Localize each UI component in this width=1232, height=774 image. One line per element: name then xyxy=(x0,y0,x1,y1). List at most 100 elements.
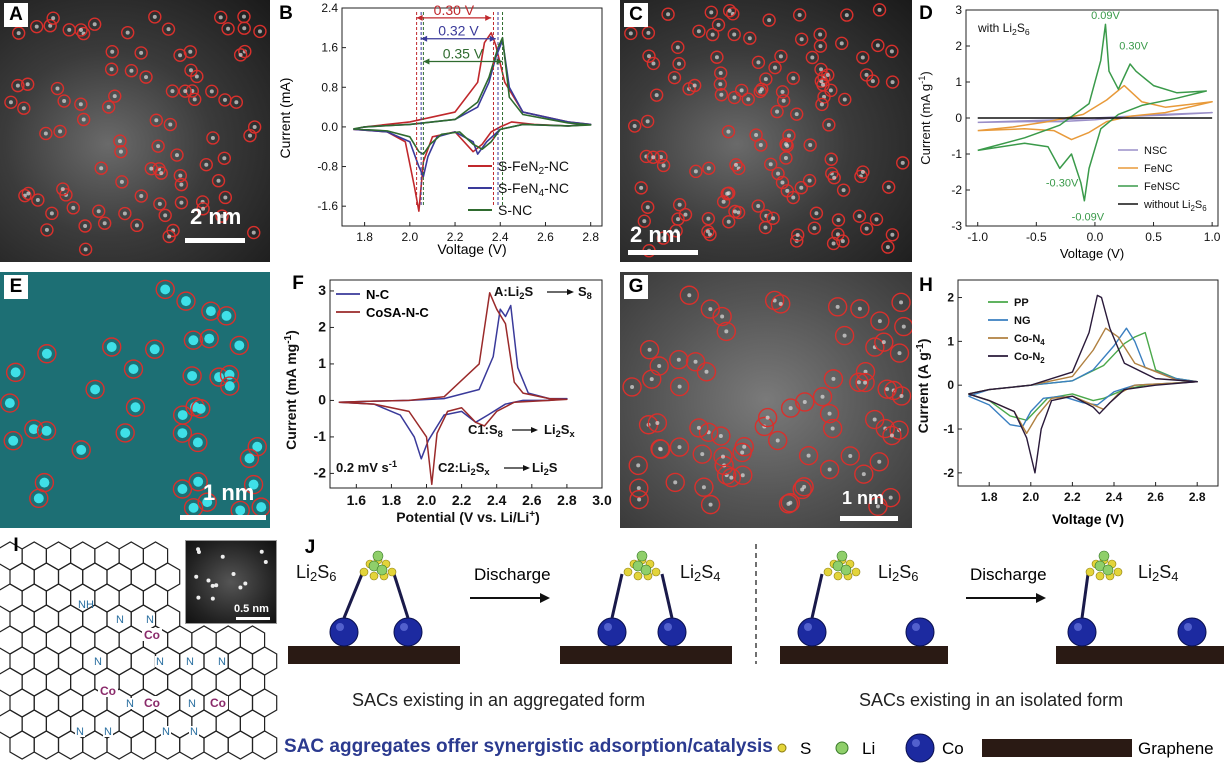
atom-dot xyxy=(202,497,213,508)
atom-marker xyxy=(53,124,67,139)
atom-dot xyxy=(778,54,783,59)
atom-marker xyxy=(211,174,226,188)
atom-marker xyxy=(768,430,788,451)
x-tick-label: 2.2 xyxy=(452,492,472,508)
panel-d-letter: D xyxy=(919,3,933,24)
atom-marker xyxy=(840,8,854,22)
inset-atom xyxy=(263,559,268,564)
atom-dot xyxy=(661,163,666,168)
atom-dot xyxy=(99,166,104,171)
atom-dot xyxy=(223,195,228,200)
atom-dot xyxy=(163,213,168,218)
atom-dot xyxy=(79,27,84,32)
atom-marker xyxy=(716,321,737,342)
atom-dot xyxy=(188,335,199,346)
atom-marker xyxy=(174,177,189,192)
atom-marker xyxy=(182,366,202,386)
atom-dot xyxy=(179,182,184,187)
atom-marker xyxy=(178,84,192,98)
atom-marker xyxy=(755,82,769,96)
co-atom xyxy=(597,617,627,647)
li-atom xyxy=(1098,550,1110,562)
atom-dot xyxy=(883,426,888,431)
atom-dot xyxy=(857,306,862,311)
nitrogen-atom: N xyxy=(188,698,196,710)
atom-marker xyxy=(237,21,251,35)
atom-dot xyxy=(51,16,56,21)
atom-marker xyxy=(790,228,805,242)
atom-dot xyxy=(83,224,88,229)
atom-marker xyxy=(768,60,782,75)
atom-dot xyxy=(716,22,721,27)
atom-marker xyxy=(807,221,822,235)
inset-atom xyxy=(206,578,211,583)
atom-marker xyxy=(687,78,702,93)
atom-dot xyxy=(856,380,861,385)
atom-marker xyxy=(685,352,706,372)
atom-dot xyxy=(875,43,880,48)
annotation-a-product: S8 xyxy=(578,284,592,301)
atom-marker xyxy=(713,77,728,91)
atom-dot xyxy=(8,100,13,105)
atom-marker xyxy=(809,206,824,220)
atom-marker xyxy=(665,472,685,493)
x-tick-label: 2.2 xyxy=(447,230,464,244)
atom-dot xyxy=(222,156,227,161)
li-atom xyxy=(372,550,384,562)
atom-dot xyxy=(763,77,768,82)
graphene-hexagon xyxy=(239,625,266,655)
atom-marker xyxy=(889,420,909,440)
atom-dot xyxy=(156,144,161,149)
atom-dot xyxy=(814,211,819,216)
panel-d-svg: -1.0 -0.5 0.0 0.5 1.0 -3 -2 -1 0 1 2 3 Voltage (V) Cu… xyxy=(917,3,1221,261)
atom-marker xyxy=(130,218,144,233)
series-line-fensc xyxy=(977,23,1208,202)
atom-dot xyxy=(765,415,770,420)
co-s-bond xyxy=(392,573,410,619)
panel-j-letter: J xyxy=(304,537,316,558)
atom-dot xyxy=(756,60,761,65)
atom-dot xyxy=(257,29,262,34)
atom-marker xyxy=(669,376,690,397)
graphene-hexagon xyxy=(203,730,229,760)
y-tick-label: 3 xyxy=(955,3,962,17)
graphene-hexagon xyxy=(45,625,72,655)
atom-marker xyxy=(786,71,800,85)
s-atom xyxy=(369,571,379,581)
atom-marker xyxy=(743,31,757,45)
atom-marker xyxy=(720,187,734,201)
species-from-right: Li2S6 xyxy=(878,562,918,584)
atom-dot xyxy=(687,293,692,298)
atom-dot xyxy=(827,411,832,416)
atom-marker xyxy=(795,392,815,412)
atom-marker xyxy=(629,489,649,510)
atom-dot xyxy=(835,232,840,237)
atom-marker xyxy=(21,186,36,201)
s-atom xyxy=(1113,567,1123,577)
nitrogen-atom: N xyxy=(104,726,112,738)
atom-marker xyxy=(798,445,819,466)
atom-dot xyxy=(194,74,199,79)
panel-d-chart: D -1.0 -0.5 0.0 0.5 1.0 -3 -2 -1 0 1 2 3 Voltage (V)… xyxy=(912,0,1232,262)
atom-dot xyxy=(139,50,144,55)
panel-e-image: E 1 nm xyxy=(0,272,270,528)
atom-dot xyxy=(170,89,175,94)
atom-marker xyxy=(134,46,148,60)
atom-marker xyxy=(641,26,656,40)
series-line-co-n4 xyxy=(968,327,1198,435)
atom-marker xyxy=(92,204,106,218)
x-tick-label: 2.8 xyxy=(557,492,577,508)
atom-dot xyxy=(835,304,840,309)
x-tick-label: -1.0 xyxy=(967,230,988,244)
graphene-hexagon xyxy=(9,562,35,592)
atom-dot xyxy=(696,29,701,34)
atom-dot xyxy=(810,55,815,60)
atom-dot xyxy=(808,143,813,148)
atom-marker xyxy=(199,328,219,349)
atom-dot xyxy=(819,102,824,107)
y-tick-label: -0.8 xyxy=(317,160,338,174)
atom-dot xyxy=(708,502,713,507)
x-tick-label: 1.8 xyxy=(356,230,373,244)
atom-dot xyxy=(773,65,778,70)
atom-dot xyxy=(216,178,221,183)
